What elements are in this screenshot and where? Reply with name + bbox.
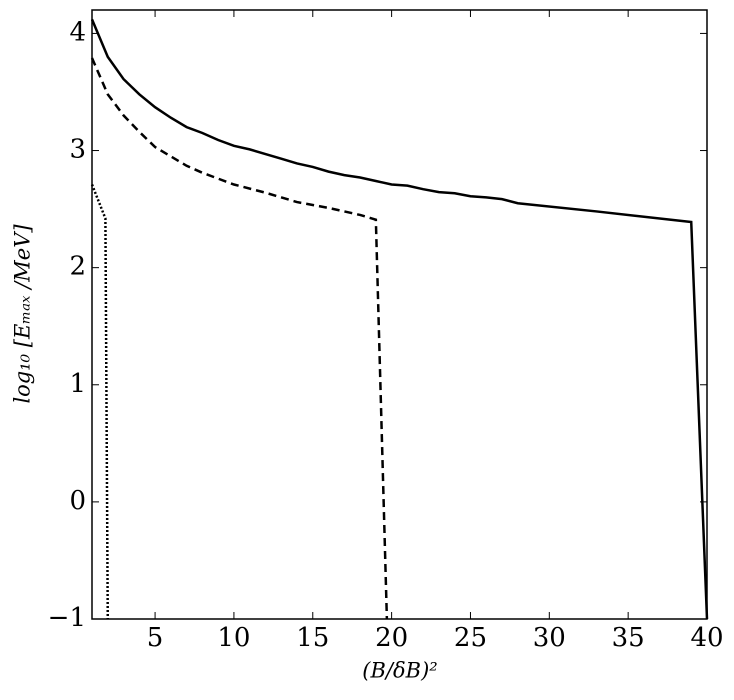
x-tick-label: 30 — [533, 623, 566, 653]
x-tick-label: 15 — [296, 623, 329, 653]
y-tick-label: 0 — [69, 486, 86, 516]
plot-frame — [91, 9, 708, 620]
x-tick-label: 25 — [454, 623, 487, 653]
y-tick-label: 2 — [69, 252, 86, 282]
y-axis-label: log₁₀ [Eₘₐₓ /MeV] — [11, 224, 35, 404]
x-tick-label: 35 — [612, 623, 645, 653]
series-line — [90, 57, 389, 620]
series-line — [90, 18, 709, 620]
y-tick-label: 4 — [69, 17, 86, 47]
y-tick-label: 3 — [69, 135, 86, 165]
x-tick-label: 20 — [375, 623, 408, 653]
x-tick-label: 40 — [690, 623, 723, 653]
series-line — [90, 184, 110, 620]
x-tick-label: 10 — [217, 623, 250, 653]
y-tick-label: −1 — [48, 603, 86, 633]
y-tick-label: 1 — [69, 369, 86, 399]
x-axis-label: (B/δB)² — [362, 659, 437, 683]
x-tick-label: 5 — [147, 623, 164, 653]
